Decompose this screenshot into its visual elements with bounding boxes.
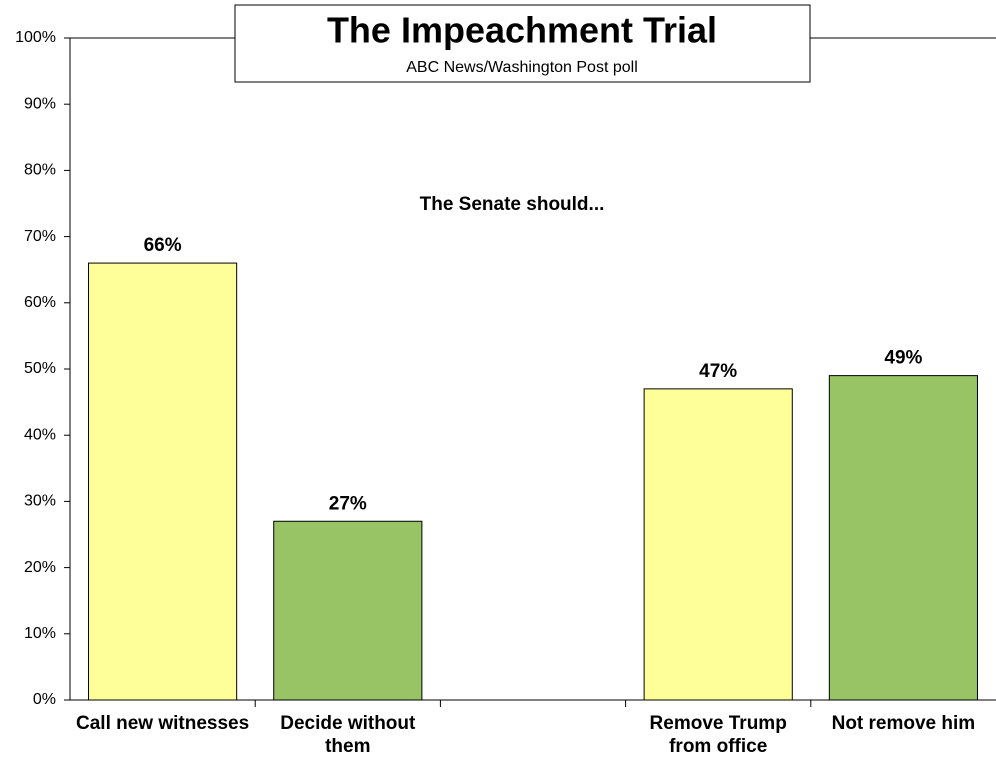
title-box bbox=[234, 4, 811, 83]
x-tick-label: Remove Trump from office bbox=[649, 713, 787, 757]
bar bbox=[828, 375, 978, 701]
value-label: 49% bbox=[884, 348, 922, 369]
value-label: 66% bbox=[144, 235, 182, 256]
value-label: 27% bbox=[329, 493, 367, 514]
bar bbox=[643, 388, 793, 701]
y-tick-label: 80% bbox=[24, 162, 56, 179]
value-label: 47% bbox=[699, 361, 737, 382]
y-tick-label: 90% bbox=[24, 95, 56, 112]
y-tick-label: 30% bbox=[24, 493, 56, 510]
bar bbox=[273, 520, 423, 701]
y-tick-label: 100% bbox=[15, 29, 56, 46]
y-tick-label: 60% bbox=[24, 294, 56, 311]
y-tick-label: 70% bbox=[24, 228, 56, 245]
bar bbox=[88, 262, 238, 701]
y-tick-label: 40% bbox=[24, 426, 56, 443]
x-tick-label: Call new witnesses bbox=[76, 713, 250, 734]
y-tick-label: 0% bbox=[33, 691, 56, 708]
annotation: The Senate should... bbox=[420, 194, 605, 215]
chart-subtitle: ABC News/Washington Post poll bbox=[406, 59, 638, 76]
y-tick-label: 50% bbox=[24, 360, 56, 377]
chart-title: The Impeachment Trial bbox=[327, 10, 717, 51]
y-tick-label: 10% bbox=[24, 625, 56, 642]
y-tick-label: 20% bbox=[24, 559, 56, 576]
x-tick-label: Not remove him bbox=[831, 713, 976, 734]
x-tick-label: Decide without them bbox=[280, 713, 416, 757]
